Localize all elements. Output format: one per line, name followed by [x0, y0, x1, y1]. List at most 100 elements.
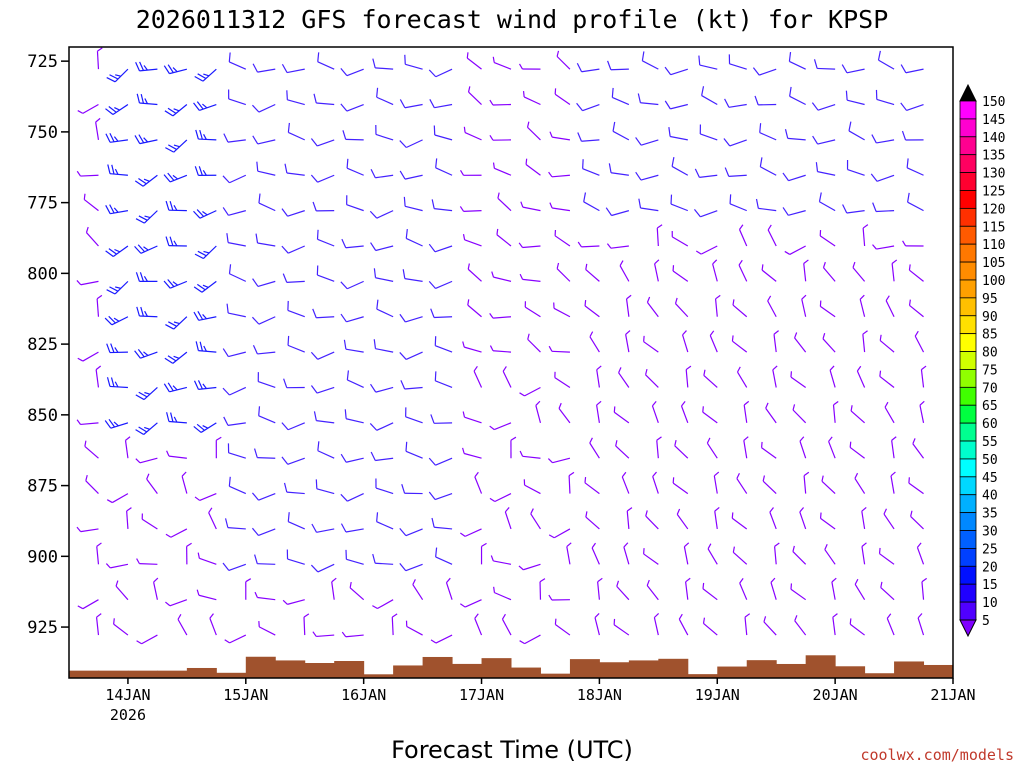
wind-barb-staff [767, 229, 777, 247]
wind-barb-staff [552, 136, 571, 141]
wind-barb-staff [257, 351, 276, 355]
wind-barb-staff [317, 139, 335, 147]
wind-barb-flag [193, 311, 200, 321]
colorbar-label: 140 [982, 131, 1005, 146]
wind-barb-flag [370, 383, 377, 393]
wind-barb-flag [109, 286, 119, 292]
terrain-segment [216, 672, 247, 678]
wind-barb-flag [784, 129, 789, 139]
wind-barb-staff [317, 238, 335, 247]
wind-barb-flag [256, 161, 259, 172]
wind-barb-flag [761, 264, 764, 271]
wind-barb-flag [113, 317, 120, 322]
wind-barb-flag [637, 93, 642, 103]
wind-barb-flag [815, 162, 819, 172]
wind-barb-flag [349, 581, 352, 588]
wind-barb-flag [114, 168, 119, 175]
wind-barb-flag [196, 589, 200, 596]
wind-barb-flag [594, 613, 600, 619]
wind-barb-flag [774, 542, 780, 547]
wind-barb-flag [115, 74, 121, 77]
colorbar-label: 145 [982, 113, 1005, 128]
wind-barb-flag [170, 412, 174, 422]
wind-barb-staff [406, 139, 423, 149]
colorbar-label: 10 [982, 596, 998, 611]
wind-barb-flag [519, 273, 524, 280]
wind-barb-staff [823, 267, 836, 282]
wind-barb-flag [177, 614, 182, 620]
wind-barb-flag [713, 471, 720, 477]
wind-barb-staff [700, 210, 718, 218]
wind-barb-staff [522, 455, 541, 459]
wind-barb-staff [832, 617, 836, 636]
wind-barb-staff [761, 269, 777, 282]
wind-barb-flag [166, 450, 170, 457]
wind-barb-flag [496, 228, 499, 235]
wind-barb-flag [139, 61, 145, 71]
wind-barb-flag [310, 351, 319, 360]
wind-barb-flag [215, 436, 222, 441]
wind-barb-staff [502, 371, 512, 388]
wind-barb-staff [906, 167, 924, 176]
wind-barb-staff [886, 618, 895, 636]
wind-barb-flag [166, 412, 170, 422]
wind-barb-flag [138, 391, 148, 398]
wind-barb-staff [115, 585, 129, 601]
wind-barb-flag [195, 341, 199, 351]
wind-barb-staff [527, 338, 541, 353]
terrain-segment [569, 659, 600, 678]
wind-barb-flag [223, 416, 229, 426]
wind-barb-staff [832, 404, 836, 423]
wind-barb-flag [492, 162, 495, 169]
wind-barb-flag [917, 613, 923, 619]
wind-barb-flag [701, 86, 705, 96]
wind-barb-flag [714, 506, 720, 512]
x-tick-label: 19JAN [695, 686, 740, 704]
wind-barb-flag [197, 310, 204, 320]
wind-barb-flag [474, 471, 479, 478]
wind-barb-staff [228, 351, 246, 358]
wind-barb-flag [902, 240, 907, 247]
wind-barb-flag [115, 580, 119, 587]
wind-barb-staff [405, 450, 423, 459]
wind-barb-flag [370, 451, 376, 461]
wind-barb-staff [404, 174, 423, 180]
wind-barb-flag [224, 518, 229, 528]
wind-barb-staff [523, 96, 541, 106]
wind-barb-staff [879, 340, 895, 353]
wind-barb-staff [846, 99, 865, 106]
wind-barb-staff [861, 546, 866, 565]
wind-barb-staff [739, 582, 748, 600]
wind-barb-flag [849, 441, 852, 448]
wind-barb-flag [430, 308, 435, 318]
wind-barb-flag [872, 202, 877, 212]
wind-barb-staff [110, 422, 129, 429]
wind-barb-flag [346, 370, 350, 380]
wind-barb-flag [106, 289, 116, 295]
wind-barb-flag [252, 345, 258, 355]
wind-barb-flag [645, 368, 648, 375]
wind-barb-flag [428, 457, 436, 466]
wind-barb-flag [83, 193, 86, 200]
wind-barb-staff [759, 132, 777, 141]
wind-barb-staff [850, 410, 865, 424]
wind-barb-staff [391, 617, 394, 636]
wind-barb-staff [522, 278, 541, 282]
wind-barb-staff [773, 334, 777, 353]
wind-barb-flag [862, 224, 869, 229]
wind-barb-staff [619, 265, 630, 282]
wind-barb-flag [585, 511, 588, 518]
wind-barb-flag [113, 136, 119, 142]
wind-barb-flag [651, 400, 657, 407]
wind-barb-staff [227, 139, 246, 143]
wind-barb-staff [404, 386, 423, 390]
wind-barb-staff [640, 174, 659, 181]
wind-barb-flag [136, 640, 142, 645]
wind-barb-staff [701, 95, 718, 106]
wind-barb-flag [891, 436, 897, 441]
wind-barb-flag [168, 144, 177, 150]
wind-barb-flag [591, 542, 596, 549]
source-credit[interactable]: coolwx.com/models [860, 746, 1014, 764]
wind-barb-staff [700, 245, 718, 255]
wind-barb-flag [97, 47, 103, 52]
